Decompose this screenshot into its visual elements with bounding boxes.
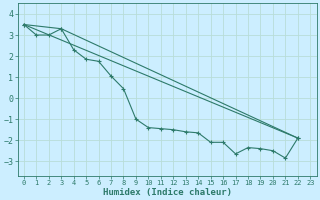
X-axis label: Humidex (Indice chaleur): Humidex (Indice chaleur) (103, 188, 232, 197)
